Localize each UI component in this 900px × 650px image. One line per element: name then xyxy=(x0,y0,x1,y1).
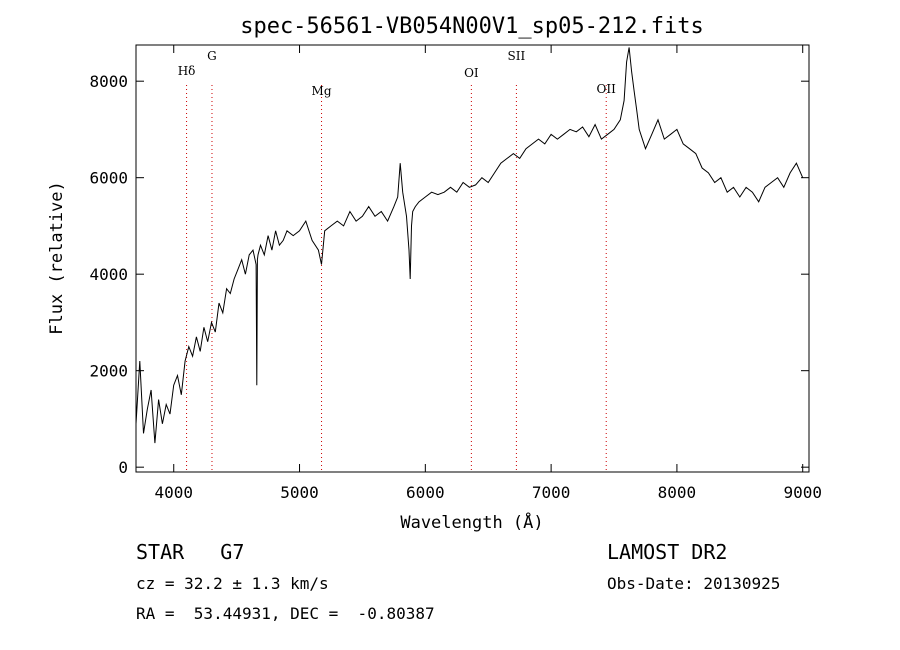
spectral-line-label: OI xyxy=(464,66,479,80)
spectral-line-label: G xyxy=(207,49,217,63)
x-tick-label: 7000 xyxy=(532,483,571,502)
x-tick-label: 8000 xyxy=(658,483,697,502)
x-tick-label: 4000 xyxy=(154,483,193,502)
plot-frame xyxy=(135,44,810,473)
y-tick-label: 6000 xyxy=(89,169,128,188)
survey-label: LAMOST DR2 xyxy=(607,540,728,564)
spectrum-line xyxy=(135,47,804,444)
coords-label: RA = 53.44931, DEC = -0.80387 xyxy=(136,604,435,623)
spectral-line-label: SII xyxy=(508,49,526,63)
object-class: STAR G7 xyxy=(136,540,244,564)
x-tick-label: 6000 xyxy=(406,483,445,502)
x-tick-label: 9000 xyxy=(783,483,822,502)
x-tick-label: 5000 xyxy=(280,483,319,502)
spectral-line-label: Mg xyxy=(312,84,332,98)
spectral-line-label: Hδ xyxy=(178,64,196,78)
obs-date-label: Obs-Date: 20130925 xyxy=(607,574,781,593)
x-axis-label: Wavelength (Å) xyxy=(400,511,543,533)
spectral-line-markers: Hδ G Mg OI SII OII xyxy=(178,49,616,472)
y-tick-label: 4000 xyxy=(89,265,128,284)
y-axis-label: Flux (relative) xyxy=(47,181,67,335)
object-class-label: STAR xyxy=(136,540,185,564)
y-tick-label: 2000 xyxy=(89,362,128,381)
subclass-label: G7 xyxy=(220,540,245,564)
spectral-line-label: OII xyxy=(597,82,617,96)
axes: 4000 5000 6000 7000 8000 9000 0 2000 4000 6000 800… xyxy=(89,45,822,502)
redshift-label: cz = 32.2 ± 1.3 km/s xyxy=(136,574,329,593)
chart-title: spec-56561-VB054N00V1_sp05-212.fits xyxy=(240,14,704,39)
y-tick-label: 8000 xyxy=(89,72,128,91)
y-tick-label: 0 xyxy=(118,458,128,477)
